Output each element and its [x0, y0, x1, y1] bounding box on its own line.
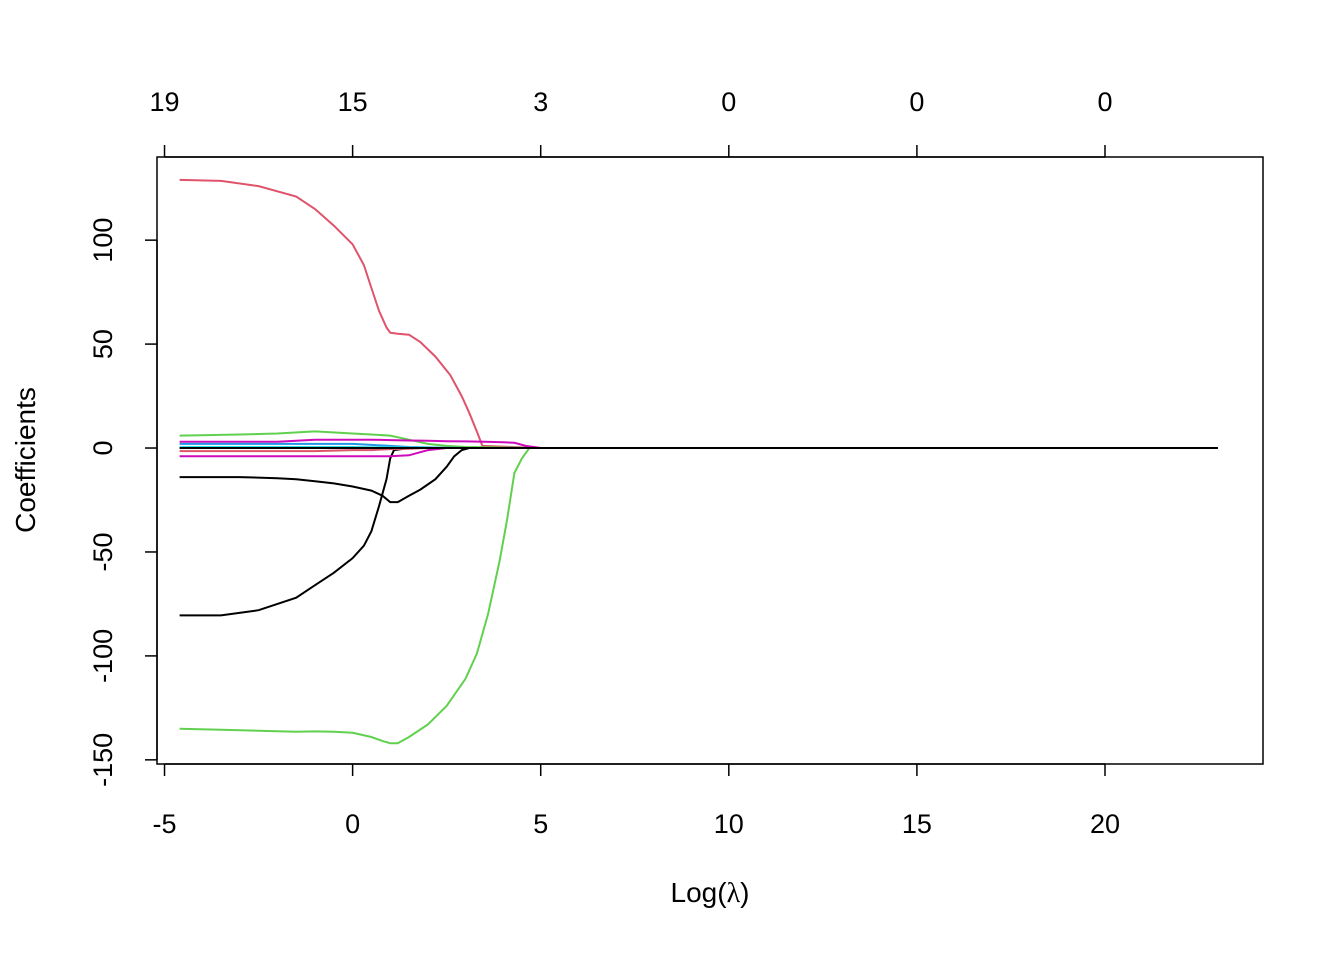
- top-tick-label: 0: [1097, 87, 1112, 117]
- x-tick-label: 20: [1090, 809, 1120, 839]
- y-tick-label: 100: [88, 218, 118, 263]
- top-tick-label: 19: [150, 87, 180, 117]
- y-axis: -150 -100 -50 0 50 100: [88, 218, 158, 787]
- coefficient-path-1: [179, 178, 1218, 449]
- y-tick-label: 50: [88, 329, 118, 359]
- y-tick-label: -150: [88, 733, 118, 787]
- plot-frame: [156, 156, 1264, 765]
- coefficient-path-6: [179, 438, 1218, 449]
- coefficient-path-4: [179, 447, 1218, 617]
- x-axis-label: Log(λ): [671, 877, 750, 909]
- x-tick-label: -5: [153, 809, 177, 839]
- series-layer: [179, 178, 1218, 745]
- lambda-symbol: λ: [727, 878, 741, 909]
- y-axis-label: Coefficients: [10, 387, 41, 533]
- x-axis: -5 0 5 10 15 20: [153, 763, 1120, 839]
- x-tick-label: 15: [902, 809, 932, 839]
- y-tick-label: -50: [88, 532, 118, 571]
- top-tick-label: 15: [338, 87, 368, 117]
- coefficient-path-2: [179, 447, 1218, 745]
- y-tick-label: 0: [88, 441, 118, 456]
- top-tick-label: 0: [721, 87, 736, 117]
- top-tick-label: 3: [533, 87, 548, 117]
- x-tick-label: 10: [714, 809, 744, 839]
- coefficient-path-7: [179, 447, 1218, 458]
- coefficient-path-5: [179, 447, 1218, 504]
- y-tick-label: -100: [88, 629, 118, 683]
- top-tick-label: 0: [909, 87, 924, 117]
- x-tick-label: 5: [533, 809, 548, 839]
- x-tick-label: 0: [345, 809, 360, 839]
- top-axis-nonzero-count: 19 15 3 0 0 0: [150, 87, 1113, 158]
